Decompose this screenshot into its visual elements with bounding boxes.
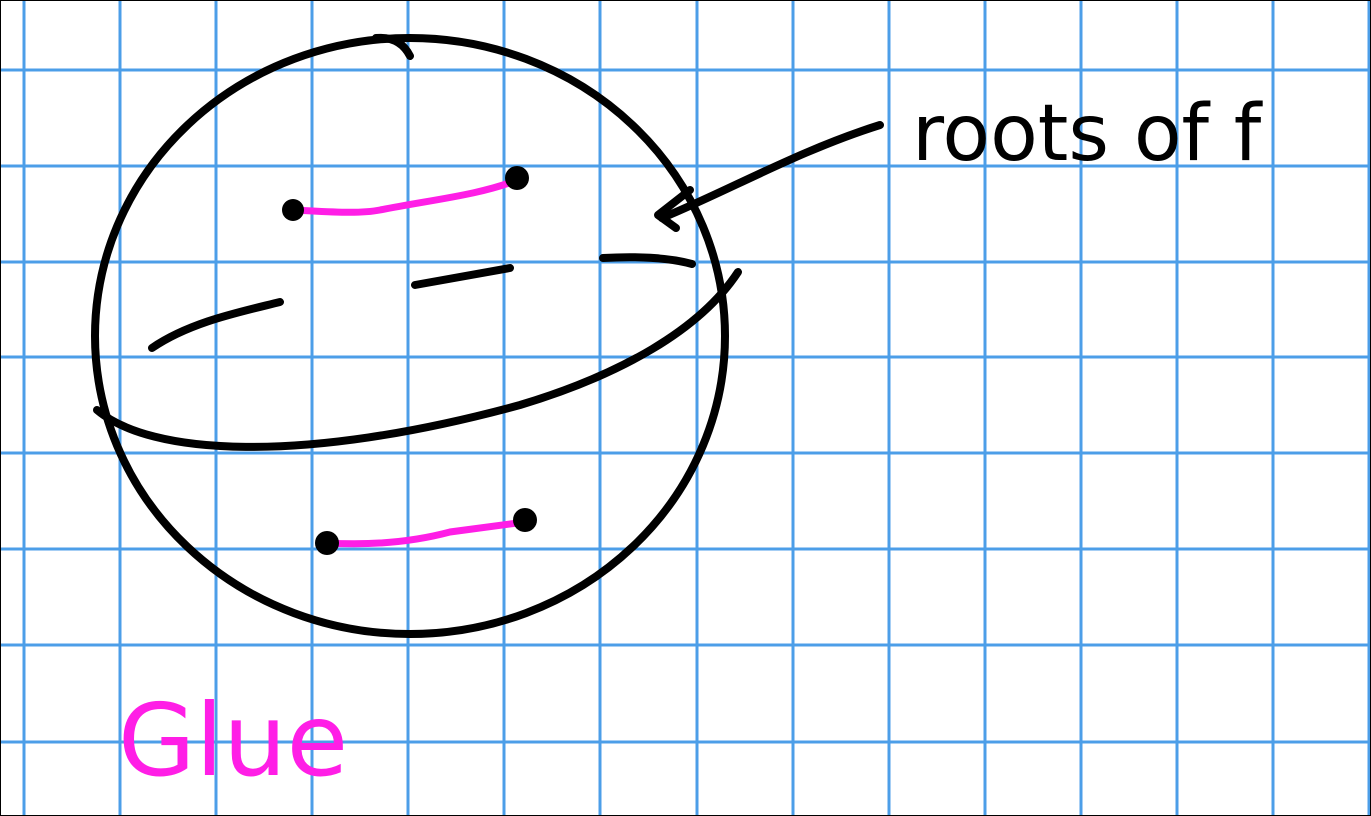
glue-label: Glue	[118, 682, 348, 799]
glued-segments	[282, 166, 537, 555]
arrow	[654, 121, 884, 232]
sphere	[91, 33, 742, 638]
roots-label: roots of f	[912, 89, 1263, 179]
